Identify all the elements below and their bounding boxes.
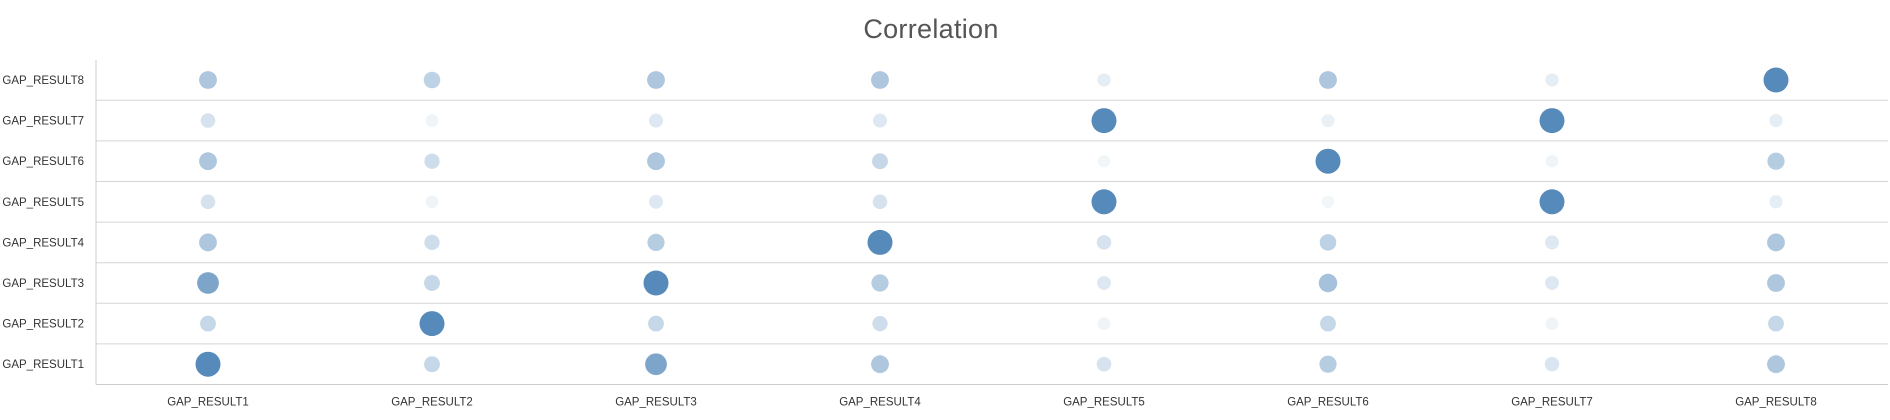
bubble-gap_result6-gap_result7[interactable]: [1545, 154, 1559, 168]
bubble-gap_result8-gap_result6[interactable]: [1319, 71, 1337, 89]
bubble-gap_result3-gap_result5[interactable]: [1097, 276, 1111, 290]
bubble-gap_result2-gap_result4[interactable]: [872, 315, 888, 332]
y-tick-label: GAP_RESULT7: [2, 116, 84, 128]
bubble-gap_result3-gap_result6[interactable]: [1318, 273, 1338, 293]
bubble-gap_result4-gap_result1[interactable]: [199, 233, 217, 252]
bubble-gap_result4-gap_result2[interactable]: [424, 234, 440, 251]
bubble-gap_result4-gap_result6[interactable]: [1319, 234, 1337, 251]
bubble-gap_result7-gap_result2[interactable]: [425, 114, 439, 127]
bubble-gap_result5-gap_result7[interactable]: [1539, 189, 1565, 215]
bubble-gap_result6-gap_result3[interactable]: [647, 152, 665, 171]
bubble-gap_result8-gap_result8[interactable]: [1763, 67, 1789, 93]
y-axis-tick-labels: GAP_RESULT1 GAP_RESULT2 GAP_RESULT3 GAP_RES…: [2, 75, 84, 371]
bubble-gap_result2-gap_result7[interactable]: [1545, 317, 1559, 330]
bubble-gap_result5-gap_result2[interactable]: [425, 195, 439, 209]
y-tick-label: GAP_RESULT4: [2, 237, 84, 249]
bubble-gap_result6-gap_result1[interactable]: [199, 152, 217, 171]
bubble-gap_result1-gap_result4[interactable]: [871, 355, 889, 374]
bubble-gap_result3-gap_result4[interactable]: [871, 274, 889, 292]
bubble-gap_result1-gap_result7[interactable]: [1544, 357, 1560, 372]
x-tick-label: GAP_RESULT7: [1511, 397, 1593, 409]
bubble-gap_result8-gap_result7[interactable]: [1545, 73, 1559, 87]
chart-title: Correlation: [863, 14, 999, 44]
bubble-gap_result3-gap_result8[interactable]: [1767, 274, 1785, 292]
bubble-gap_result7-gap_result3[interactable]: [649, 113, 663, 128]
bubble-gap_result6-gap_result4[interactable]: [872, 153, 888, 170]
bubble-gap_result8-gap_result2[interactable]: [423, 71, 441, 89]
bubble-gap_result8-gap_result1[interactable]: [199, 71, 217, 89]
bubble-gap_result1-gap_result6[interactable]: [1319, 355, 1337, 373]
bubble-gap_result7-gap_result7[interactable]: [1539, 108, 1565, 134]
bubble-gap_result7-gap_result6[interactable]: [1321, 114, 1335, 128]
bubble-gap_result2-gap_result3[interactable]: [648, 315, 664, 332]
bubble-gap_result2-gap_result5[interactable]: [1097, 317, 1111, 330]
bubble-gap_result5-gap_result3[interactable]: [649, 194, 663, 209]
bubble-gap_result8-gap_result5[interactable]: [1097, 73, 1111, 87]
bubble-gap_result7-gap_result1[interactable]: [200, 113, 216, 128]
bubble-gap_result5-gap_result4[interactable]: [872, 194, 888, 210]
bubble-gap_result6-gap_result8[interactable]: [1767, 152, 1785, 170]
bubble-gap_result8-gap_result3[interactable]: [647, 71, 665, 89]
bubble-gap_result7-gap_result8[interactable]: [1769, 113, 1783, 128]
bubble-gap_result4-gap_result7[interactable]: [1545, 235, 1559, 250]
bubble-gap_result3-gap_result2[interactable]: [424, 275, 440, 291]
bubble-gap_result8-gap_result4[interactable]: [871, 71, 889, 89]
bubble-gap_result2-gap_result6[interactable]: [1320, 315, 1336, 332]
bubble-gap_result1-gap_result1[interactable]: [195, 351, 221, 377]
bubble-gap_result7-gap_result4[interactable]: [873, 113, 887, 128]
x-tick-label: GAP_RESULT3: [615, 397, 697, 409]
x-tick-label: GAP_RESULT6: [1287, 397, 1369, 409]
y-tick-label: GAP_RESULT8: [2, 75, 84, 87]
x-axis-tick-labels: GAP_RESULT1 GAP_RESULT2 GAP_RESULT3 GAP_RES…: [167, 397, 1817, 409]
bubble-gap_result3-gap_result7[interactable]: [1545, 276, 1559, 290]
bubble-markers: [195, 67, 1789, 377]
bubble-gap_result5-gap_result6[interactable]: [1321, 195, 1335, 208]
bubble-gap_result4-gap_result8[interactable]: [1767, 233, 1785, 252]
bubble-gap_result1-gap_result5[interactable]: [1096, 356, 1112, 372]
bubble-gap_result2-gap_result1[interactable]: [200, 315, 216, 332]
y-tick-label: GAP_RESULT1: [2, 359, 84, 371]
x-tick-label: GAP_RESULT1: [167, 397, 249, 409]
bubble-gap_result4-gap_result3[interactable]: [647, 233, 665, 251]
x-tick-label: GAP_RESULT8: [1735, 397, 1817, 409]
bubble-gap_result5-gap_result8[interactable]: [1769, 195, 1783, 209]
y-tick-label: GAP_RESULT2: [2, 319, 84, 331]
bubble-gap_result3-gap_result3[interactable]: [643, 270, 669, 296]
bubble-gap_result5-gap_result1[interactable]: [200, 194, 216, 210]
bubble-gap_result4-gap_result4[interactable]: [867, 229, 893, 255]
x-tick-label: GAP_RESULT5: [1063, 397, 1145, 409]
bubble-gap_result3-gap_result1[interactable]: [197, 272, 219, 294]
bubble-gap_result1-gap_result2[interactable]: [424, 356, 440, 373]
bubble-gap_result4-gap_result5[interactable]: [1096, 235, 1112, 250]
bubble-gap_result6-gap_result5[interactable]: [1097, 155, 1111, 168]
bubble-gap_result7-gap_result5[interactable]: [1091, 108, 1117, 134]
grid-lines: [96, 99, 1888, 345]
y-tick-label: GAP_RESULT5: [2, 197, 84, 209]
bubble-gap_result5-gap_result5[interactable]: [1091, 189, 1117, 215]
y-tick-label: GAP_RESULT3: [2, 278, 84, 290]
axis-lines: [95, 60, 1888, 385]
bubble-gap_result6-gap_result2[interactable]: [424, 153, 440, 169]
bubble-gap_result2-gap_result8[interactable]: [1768, 315, 1784, 332]
bubble-gap_result1-gap_result3[interactable]: [645, 353, 667, 376]
bubble-gap_result1-gap_result8[interactable]: [1767, 355, 1785, 374]
x-tick-label: GAP_RESULT4: [839, 397, 921, 409]
bubble-gap_result2-gap_result2[interactable]: [419, 311, 445, 337]
bubble-gap_result6-gap_result6[interactable]: [1315, 148, 1341, 174]
x-tick-label: GAP_RESULT2: [391, 397, 473, 409]
y-tick-label: GAP_RESULT6: [2, 156, 84, 168]
